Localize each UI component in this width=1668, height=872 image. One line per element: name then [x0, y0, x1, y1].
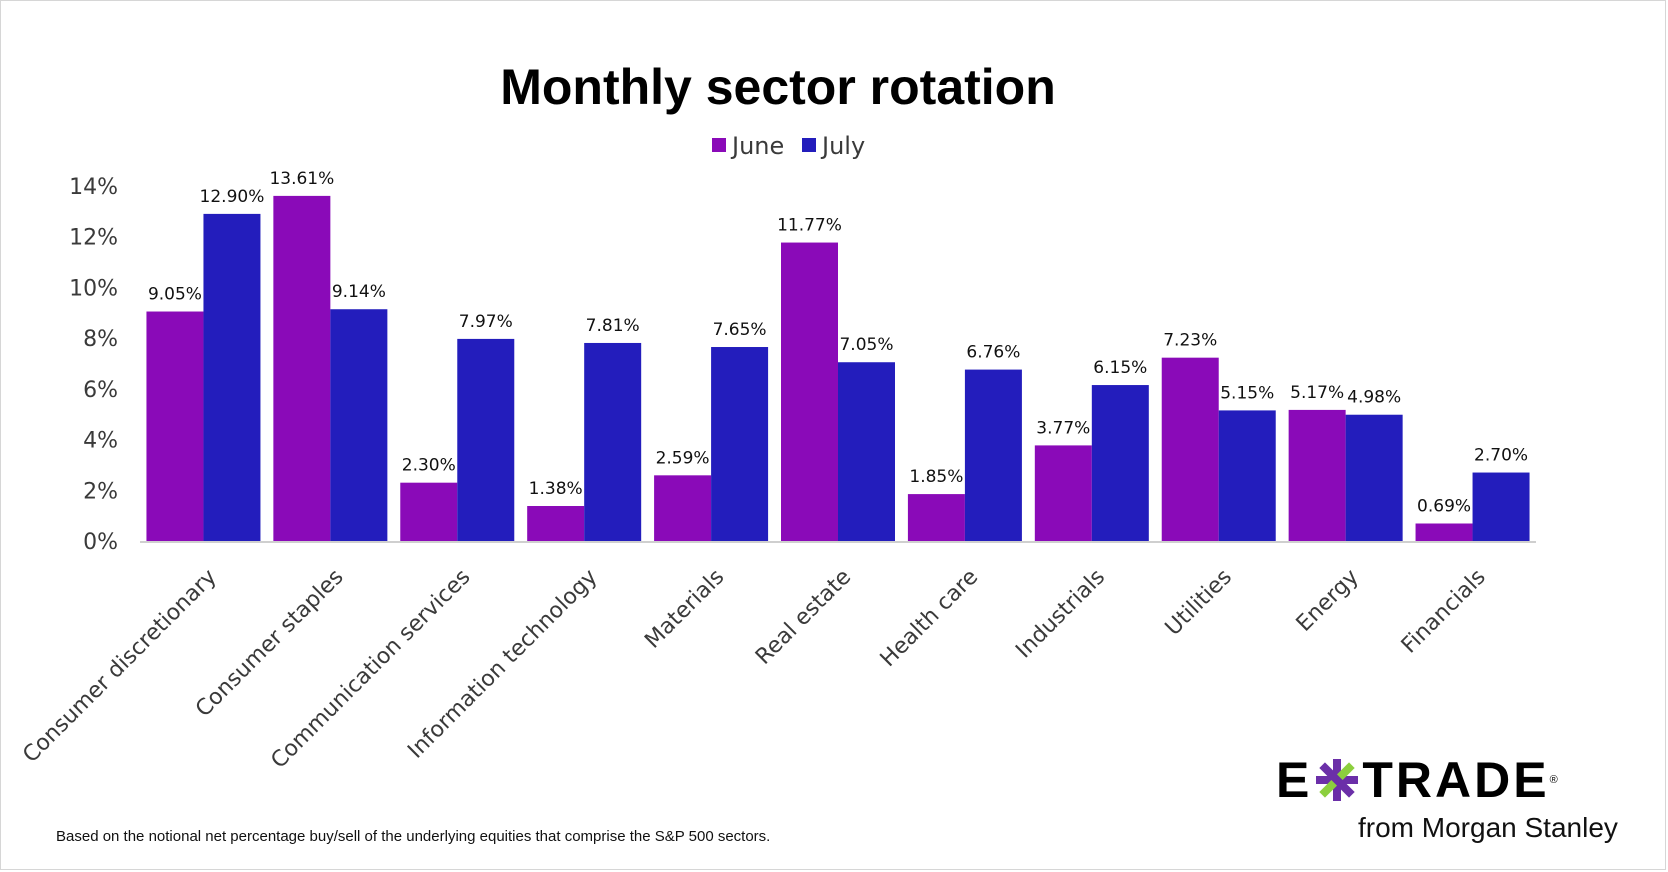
data-label: 3.77%	[1036, 418, 1090, 438]
data-label: 7.97%	[459, 312, 513, 332]
data-label: 9.14%	[332, 282, 386, 302]
y-tick-label: 4%	[83, 429, 118, 454]
data-label: 2.59%	[656, 448, 710, 468]
y-tick-label: 2%	[83, 479, 118, 504]
data-label: 7.65%	[713, 320, 767, 340]
chart-title: Monthly sector rotation	[500, 59, 1056, 115]
x-tick-label: Real estate	[751, 565, 856, 670]
bar-june	[781, 242, 838, 541]
data-label: 1.85%	[909, 467, 963, 487]
data-labels: 9.05% 13.61% 2.30% 1.38% 2.59% 11.77% 1.85% 3.7…	[148, 169, 1528, 517]
y-tick-label: 0%	[83, 530, 118, 555]
data-label: 11.77%	[777, 216, 842, 236]
data-label: 7.23%	[1163, 331, 1217, 351]
logo-wordmark: E TRADE®	[1276, 752, 1558, 808]
y-tick-label: 14%	[69, 175, 118, 200]
x-tick-label: Energy	[1292, 565, 1364, 637]
data-label: 2.70%	[1474, 446, 1528, 466]
bar-july	[964, 369, 1022, 541]
bar-july	[1091, 385, 1149, 541]
legend-swatch-june	[712, 138, 726, 152]
bar-july	[1472, 472, 1530, 541]
data-label: 1.38%	[529, 479, 583, 499]
x-tick-label: Industrials	[1011, 565, 1110, 664]
etrade-logo: E TRADE® from Morgan Stanley	[1276, 752, 1618, 847]
logo-letters-trade: TRADE	[1362, 752, 1550, 808]
y-tick-label: 6%	[83, 378, 118, 403]
bar-june	[1415, 523, 1473, 541]
logo-tagline: from Morgan Stanley	[1358, 812, 1618, 843]
data-label: 5.17%	[1290, 383, 1344, 403]
y-tick-label: 8%	[83, 327, 118, 352]
y-tick-label: 10%	[69, 276, 118, 301]
legend-label-july: July	[820, 132, 865, 160]
x-tick-label: Communication services	[266, 565, 475, 774]
data-label: 5.15%	[1220, 383, 1274, 403]
bar-june	[273, 195, 331, 541]
data-label: 4.98%	[1347, 388, 1401, 408]
bar-july	[330, 309, 388, 541]
bar-july	[203, 213, 261, 541]
bar-july	[838, 362, 895, 541]
x-tick-label: Materials	[640, 565, 729, 654]
legend: June July	[712, 132, 865, 160]
bar-june	[146, 311, 204, 541]
legend-swatch-july	[802, 138, 816, 152]
data-label: 7.05%	[839, 335, 893, 355]
bar-june	[1034, 445, 1092, 541]
data-label: 13.61%	[269, 169, 334, 189]
bar-july	[1345, 414, 1403, 541]
bars	[146, 195, 1530, 541]
data-label: 7.81%	[586, 316, 640, 336]
footnote: Based on the notional net percentage buy…	[56, 828, 771, 845]
bar-july	[711, 347, 769, 541]
x-tick-label: Consumer discretionary	[18, 565, 221, 768]
data-label: 6.76%	[966, 343, 1020, 363]
bar-june	[400, 482, 458, 541]
bar-july	[1218, 410, 1276, 541]
bar-june	[1161, 357, 1219, 541]
x-tick-label: Utilities	[1161, 565, 1237, 641]
y-tick-label: 12%	[69, 226, 118, 251]
bar-june	[654, 475, 712, 541]
logo-x-icon	[1316, 759, 1359, 801]
logo-letter-e: E	[1276, 752, 1313, 808]
bar-july	[584, 342, 642, 541]
data-label: 0.69%	[1417, 497, 1471, 517]
bar-june	[1288, 409, 1346, 541]
x-tick-label: Health care	[876, 565, 983, 672]
data-label: 2.30%	[402, 456, 456, 476]
data-label: 12.90%	[200, 187, 265, 207]
bar-june	[907, 494, 965, 541]
registered-mark: ®	[1549, 774, 1558, 786]
y-axis: 0% 2% 4% 6% 8% 10% 12% 14%	[69, 175, 118, 555]
bar-june	[527, 506, 585, 541]
legend-label-june: June	[730, 132, 784, 160]
data-label: 6.15%	[1093, 358, 1147, 378]
bar-july	[457, 338, 515, 541]
x-tick-label: Financials	[1397, 565, 1491, 659]
data-label: 9.05%	[148, 285, 202, 305]
